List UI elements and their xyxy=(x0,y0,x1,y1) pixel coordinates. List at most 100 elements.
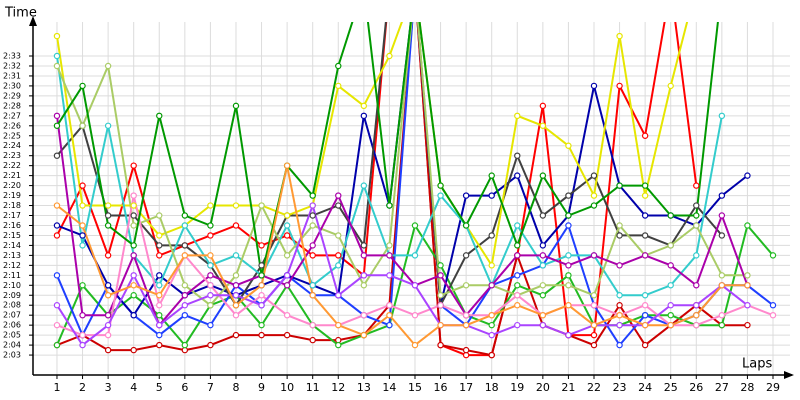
data-point xyxy=(437,272,444,279)
x-tick-label: 1 xyxy=(53,381,60,394)
data-point xyxy=(718,311,726,319)
data-point xyxy=(386,202,393,209)
data-point xyxy=(207,232,214,239)
data-point xyxy=(309,292,316,299)
data-point xyxy=(309,202,316,209)
plot-area xyxy=(53,22,777,359)
series-line xyxy=(56,22,748,307)
data-point xyxy=(53,321,61,329)
y-tick-label: 2:15 xyxy=(3,231,21,240)
data-point xyxy=(360,282,368,289)
data-point xyxy=(130,202,137,209)
y-tick-label: 2:23 xyxy=(3,151,21,160)
data-point xyxy=(641,321,649,329)
series-line xyxy=(56,202,749,347)
data-point xyxy=(411,341,419,349)
data-point xyxy=(539,212,547,219)
data-point xyxy=(258,292,265,299)
data-point xyxy=(590,82,598,90)
data-point xyxy=(232,102,240,110)
data-point xyxy=(514,222,521,229)
x-tick-label: 9 xyxy=(258,381,265,394)
data-point xyxy=(181,222,189,229)
data-point xyxy=(565,192,572,199)
data-point xyxy=(283,222,291,229)
data-point xyxy=(565,252,572,259)
data-point xyxy=(641,341,649,349)
data-point xyxy=(462,321,470,329)
data-point xyxy=(104,292,112,299)
data-point xyxy=(616,262,623,269)
data-point xyxy=(309,252,316,259)
data-point xyxy=(565,282,572,289)
x-tick-label: 27 xyxy=(715,381,729,394)
data-point xyxy=(488,321,495,329)
data-point xyxy=(156,292,163,299)
y-tick-label: 2:29 xyxy=(3,91,21,100)
data-point xyxy=(641,292,649,299)
data-point xyxy=(616,311,623,319)
data-point xyxy=(590,192,598,199)
data-point xyxy=(462,311,470,319)
data-point xyxy=(104,202,112,209)
data-point xyxy=(360,102,368,110)
data-point xyxy=(232,202,240,209)
data-point xyxy=(718,212,726,219)
y-tick-label: 2:27 xyxy=(3,111,21,120)
data-point xyxy=(718,232,726,239)
data-point xyxy=(565,142,572,149)
data-point xyxy=(79,122,86,129)
y-tick-label: 2:19 xyxy=(3,191,21,200)
data-point xyxy=(207,202,214,209)
data-point xyxy=(386,272,393,279)
data-point xyxy=(232,292,240,299)
data-point xyxy=(53,302,61,309)
data-point xyxy=(565,222,572,229)
data-point xyxy=(156,321,163,329)
data-point xyxy=(79,182,86,189)
x-tick-label: 3 xyxy=(105,381,112,394)
data-point xyxy=(616,232,623,239)
data-point xyxy=(79,341,86,349)
y-tick-label: 2:08 xyxy=(3,301,21,310)
data-point xyxy=(667,321,674,329)
data-point xyxy=(258,321,265,329)
data-point xyxy=(156,112,163,120)
y-tick-label: 2:11 xyxy=(3,271,21,280)
data-point xyxy=(53,122,61,129)
data-point xyxy=(514,292,521,299)
data-point xyxy=(514,152,521,159)
data-point xyxy=(53,52,61,60)
data-point xyxy=(283,232,291,239)
y-tick-label: 2:03 xyxy=(3,351,21,360)
x-tick-label: 19 xyxy=(510,381,524,394)
data-point xyxy=(130,282,137,289)
y-tick-label: 2:32 xyxy=(3,61,21,70)
ticks: 2:032:042:052:062:072:082:092:102:112:12… xyxy=(3,52,780,394)
data-point xyxy=(360,182,368,189)
data-point xyxy=(104,321,112,329)
data-point xyxy=(130,162,137,169)
data-point xyxy=(718,272,726,279)
data-point xyxy=(539,282,547,289)
data-point xyxy=(335,321,342,329)
y-tick-label: 2:07 xyxy=(3,311,21,320)
data-point xyxy=(616,321,623,329)
data-point xyxy=(667,311,674,319)
data-point xyxy=(411,311,419,319)
data-point xyxy=(693,182,700,189)
data-point xyxy=(539,262,547,269)
data-point xyxy=(514,272,521,279)
x-tick-label: 11 xyxy=(306,381,320,394)
y-tick-label: 2:10 xyxy=(3,281,21,290)
data-point xyxy=(335,292,342,299)
data-point xyxy=(641,302,649,309)
data-point xyxy=(309,282,316,289)
y-tick-label: 2:33 xyxy=(3,52,21,61)
data-point xyxy=(437,292,444,299)
data-point xyxy=(488,172,495,179)
data-point xyxy=(207,302,214,309)
y-tick-label: 2:17 xyxy=(3,211,21,220)
data-point xyxy=(360,272,368,279)
